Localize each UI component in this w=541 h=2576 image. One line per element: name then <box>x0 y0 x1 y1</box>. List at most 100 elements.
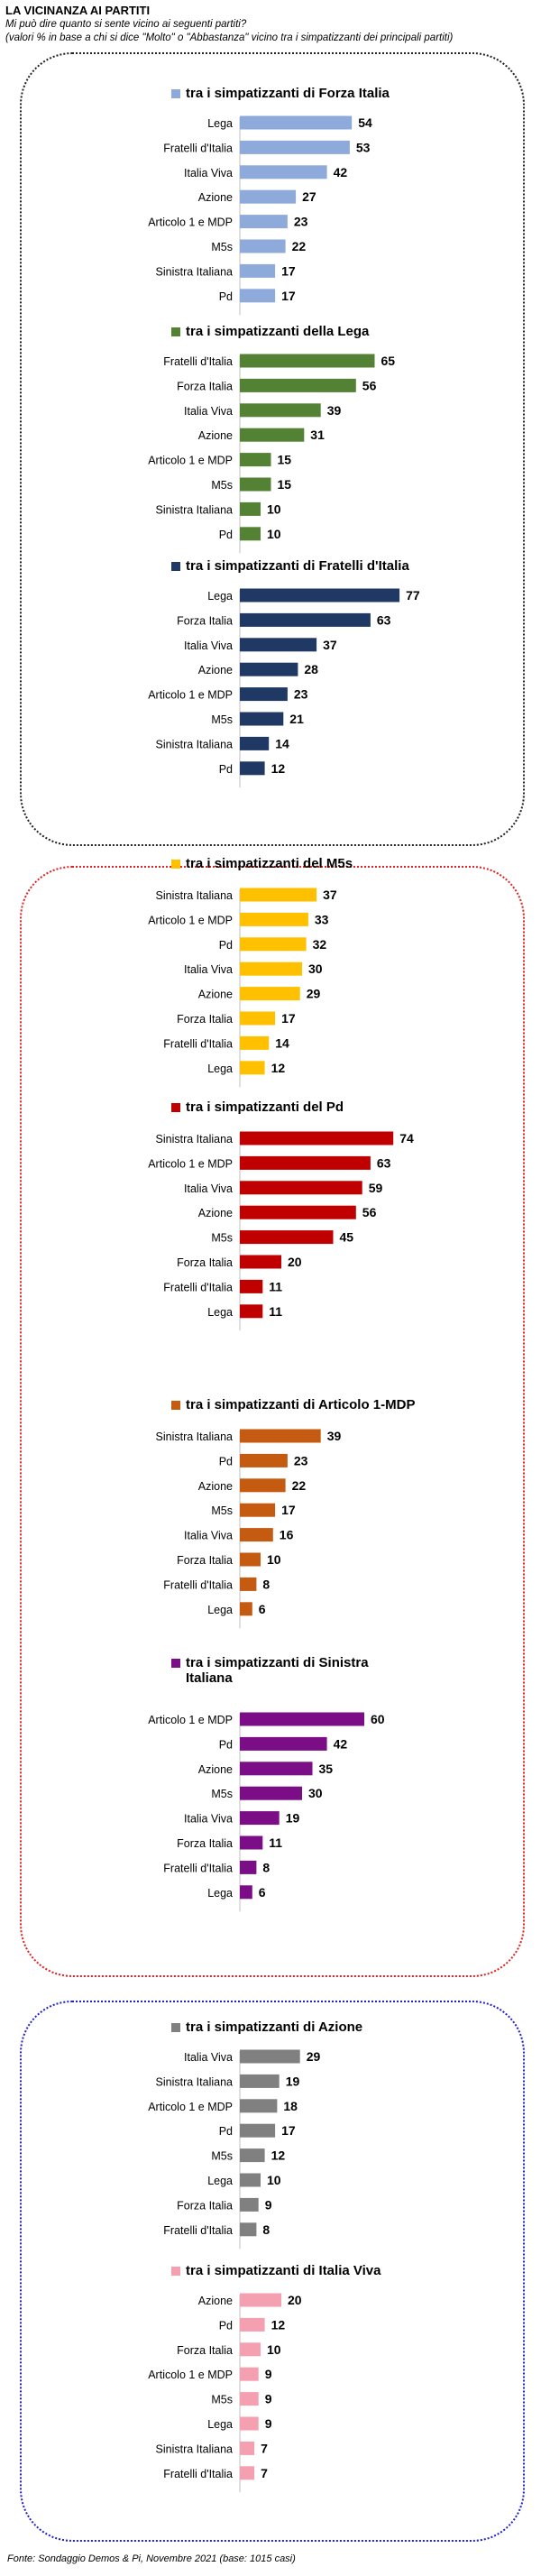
category-label: Fratelli d'Italia <box>163 142 233 154</box>
data-label: 19 <box>286 2074 300 2088</box>
category-label: M5s <box>211 2150 233 2163</box>
category-label: M5s <box>211 1232 233 1245</box>
data-label: 15 <box>278 477 292 492</box>
bar <box>240 987 300 1001</box>
bar <box>240 937 307 952</box>
data-label: 59 <box>369 1181 383 1195</box>
legend-swatch <box>171 2023 180 2032</box>
bar <box>240 289 276 303</box>
legend-swatch <box>171 1659 180 1668</box>
category-label: Fratelli d'Italia <box>163 1037 233 1050</box>
data-label: 77 <box>406 588 420 603</box>
chart-title: tra i simpatizzanti di Fratelli d'Italia <box>186 558 409 574</box>
data-label: 6 <box>259 1885 266 1900</box>
category-label: Forza Italia <box>177 1837 233 1850</box>
data-label: 37 <box>323 888 337 902</box>
bar <box>240 662 298 676</box>
bar <box>240 189 297 204</box>
legend-swatch <box>171 1401 180 1410</box>
category-label: Azione <box>198 664 233 676</box>
category-label: Forza Italia <box>177 1256 233 1269</box>
category-label: Azione <box>198 1763 233 1776</box>
bar <box>240 2367 259 2381</box>
data-label: 23 <box>294 1453 308 1467</box>
category-label: Lega <box>207 1604 233 1616</box>
bar <box>240 687 288 702</box>
data-label: 39 <box>327 403 342 418</box>
bar <box>240 263 276 278</box>
category-label: Lega <box>207 2418 233 2431</box>
data-label: 17 <box>281 1503 296 1517</box>
bar <box>240 1011 276 1026</box>
bar <box>240 612 371 627</box>
category-label: Pd <box>219 290 233 303</box>
data-label: 10 <box>267 501 281 516</box>
data-label: 63 <box>377 1155 391 1170</box>
chart-title: Italiana <box>186 1670 233 1686</box>
category-label: Azione <box>198 191 233 204</box>
data-label: 28 <box>304 662 318 676</box>
category-label: Sinistra Italiana <box>156 1431 234 1443</box>
data-label: 22 <box>292 239 307 253</box>
data-label: 20 <box>288 1255 302 1269</box>
data-label: 9 <box>265 2367 272 2381</box>
bar <box>240 2222 257 2237</box>
chart-title: tra i simpatizzanti del Pd <box>186 1099 344 1115</box>
data-label: 11 <box>269 1304 282 1319</box>
data-label: 12 <box>271 761 286 776</box>
category-label: Forza Italia <box>177 2344 233 2357</box>
data-label: 10 <box>267 1552 281 1567</box>
data-label: 9 <box>265 2197 272 2212</box>
category-label: Pd <box>219 939 233 952</box>
data-label: 9 <box>265 2392 272 2406</box>
chart-title: tra i simpatizzanti della Lega <box>186 324 370 339</box>
category-label: M5s <box>211 2394 233 2406</box>
category-label: Articolo 1 e MDP <box>148 689 233 702</box>
bar <box>240 1786 302 1800</box>
data-label: 31 <box>310 428 325 442</box>
data-label: 30 <box>308 961 323 976</box>
bar <box>240 1552 261 1567</box>
bar <box>240 1528 273 1542</box>
data-label: 37 <box>323 638 337 652</box>
bar <box>240 2123 276 2138</box>
bar <box>240 2342 261 2357</box>
bar <box>240 1279 263 1293</box>
data-label: 42 <box>334 165 348 179</box>
bar <box>240 1061 265 1075</box>
category-label: Sinistra Italiana <box>156 2443 234 2455</box>
chart-title: tra i simpatizzanti del M5s <box>186 856 353 871</box>
data-label: 10 <box>267 2342 281 2357</box>
data-label: 7 <box>261 2441 268 2455</box>
category-label: Fratelli d'Italia <box>163 1862 233 1874</box>
data-label: 17 <box>281 2123 296 2138</box>
category-label: Azione <box>198 1480 233 1493</box>
bar <box>240 1503 276 1517</box>
legend-swatch <box>171 1103 180 1112</box>
data-label: 29 <box>307 987 321 1001</box>
category-label: Italia Viva <box>184 963 233 976</box>
data-label: 15 <box>278 453 292 467</box>
legend-swatch <box>171 2267 180 2276</box>
bar <box>240 1131 394 1145</box>
data-label: 30 <box>308 1786 323 1800</box>
bar <box>240 1885 252 1900</box>
bar <box>240 2466 255 2480</box>
category-label: Lega <box>207 1887 233 1900</box>
category-label: Articolo 1 e MDP <box>148 216 233 229</box>
group-frame-centre-left <box>20 866 525 1977</box>
category-label: Fratelli d'Italia <box>163 2468 233 2480</box>
group-frame-centre <box>20 2001 525 2542</box>
source-footer: Fonte: Sondaggio Demos & Pi, Novembre 20… <box>7 2553 296 2564</box>
data-label: 9 <box>265 2416 272 2431</box>
data-label: 45 <box>340 1230 354 1245</box>
category-label: Italia Viva <box>184 639 233 652</box>
bar <box>240 1602 252 1616</box>
data-label: 42 <box>334 1736 348 1751</box>
data-label: 17 <box>281 263 296 278</box>
category-label: M5s <box>211 479 233 492</box>
bar <box>240 115 353 130</box>
category-label: Pd <box>219 1738 233 1751</box>
category-label: Lega <box>207 1063 233 1075</box>
